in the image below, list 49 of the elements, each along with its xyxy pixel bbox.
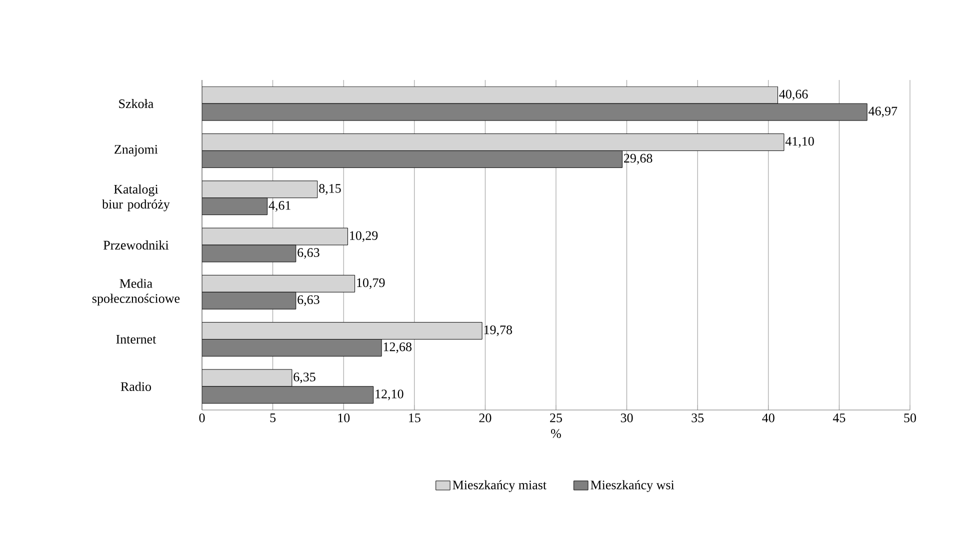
data-label: 46,97 <box>868 106 898 118</box>
x-tick-label: 45 <box>832 414 846 422</box>
x-tick-label: 40 <box>762 414 774 422</box>
bar <box>202 244 296 262</box>
legend-label: Mieszkańcy miast <box>452 480 546 492</box>
data-label: 19,78 <box>484 325 512 336</box>
data-label: 8,15 <box>319 184 341 195</box>
data-label: 12,10 <box>376 390 404 400</box>
x-tick-label: 20 <box>479 414 492 422</box>
legend-label: Mieszkańcy wsi <box>590 480 674 492</box>
bar <box>202 180 318 198</box>
x-tick-label: 15 <box>409 414 420 422</box>
data-label: 41,10 <box>785 136 814 148</box>
bar <box>202 228 348 246</box>
y-tick-label: Internet <box>116 334 156 344</box>
x-tick-label: 0 <box>199 414 205 422</box>
data-label: 4,61 <box>268 201 290 212</box>
bar <box>202 150 623 168</box>
bar <box>202 86 778 104</box>
data-label: 6,63 <box>298 248 320 259</box>
data-label: 6,35 <box>294 372 316 384</box>
bar <box>202 198 268 216</box>
x-tick-label: 30 <box>620 414 633 422</box>
y-tick-label: Radio <box>120 382 152 391</box>
x-tick-label: 5 <box>270 414 276 422</box>
x-axis-title: % <box>551 429 561 438</box>
x-tick-label: 25 <box>550 414 562 422</box>
data-label: 10,79 <box>357 278 385 289</box>
data-label: 6,63 <box>298 295 320 306</box>
x-tick-label: 35 <box>692 414 704 422</box>
bar <box>202 386 374 404</box>
y-tick-label: Szkoła <box>119 99 154 108</box>
y-tick-label: Media społecznościowe <box>92 278 180 306</box>
data-label: 40,66 <box>779 90 808 100</box>
data-label: 10,29 <box>350 231 378 242</box>
y-tick-label: Katalogi biur podróży <box>102 184 170 212</box>
y-tick-label: Przewodniki <box>103 240 169 250</box>
bar <box>202 322 482 340</box>
bar <box>202 339 382 356</box>
bar <box>202 274 356 292</box>
data-label: 29,68 <box>624 154 652 165</box>
x-tick-label: 50 <box>904 414 916 422</box>
x-tick-label: 10 <box>338 414 350 422</box>
bar <box>202 369 292 387</box>
y-tick-label: Znajomi <box>114 145 158 156</box>
data-label: 12,68 <box>384 342 412 354</box>
bar <box>202 103 868 121</box>
bar <box>202 292 296 310</box>
bar <box>202 133 784 151</box>
